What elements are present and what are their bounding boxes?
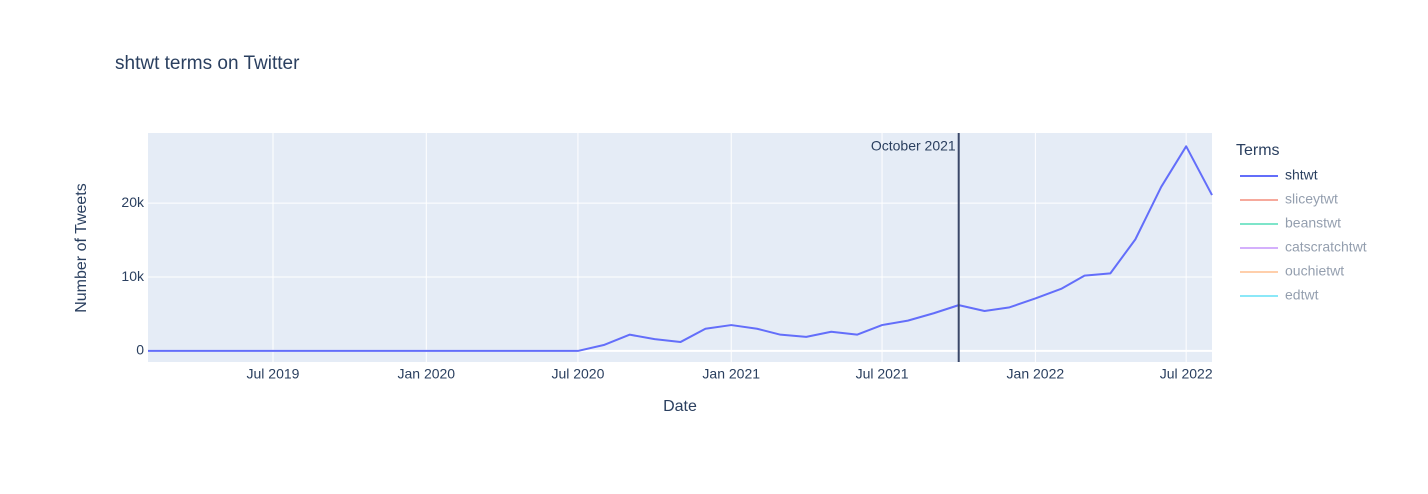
legend-item[interactable]: beanstwt [1240,215,1341,231]
legend-title: Terms [1236,142,1280,159]
plot-area [148,133,1212,362]
legend-label: catscratchtwt [1285,239,1367,255]
legend-label: sliceytwt [1285,191,1338,207]
legend-label: edtwt [1285,287,1319,303]
reference-label: October 2021 [871,138,956,154]
y-tick-label: 20k [121,194,145,210]
y-tick-label: 10k [121,268,145,284]
legend-item[interactable]: sliceytwt [1240,191,1338,207]
chart-title: shtwt terms on Twitter [115,53,300,74]
x-tick-label: Jul 2020 [551,366,604,382]
legend-item[interactable]: catscratchtwt [1240,239,1367,255]
legend-item[interactable]: shtwt [1240,167,1318,183]
x-tick-label: Jul 2019 [247,366,300,382]
legend-label: beanstwt [1285,215,1341,231]
legend-label: ouchietwt [1285,263,1344,279]
y-tick-label: 0 [136,342,144,358]
x-tick-label: Jul 2021 [856,366,909,382]
legend-label: shtwt [1285,167,1318,183]
legend-item[interactable]: edtwt [1240,287,1319,303]
y-axis-title: Number of Tweets [73,183,90,313]
data-line [148,145,1213,352]
x-tick-label: Jul 2022 [1160,366,1213,382]
x-tick-label: Jan 2021 [702,366,760,382]
x-tick-label: Jan 2020 [397,366,455,382]
x-tick-label: Jan 2022 [1007,366,1065,382]
legend-item[interactable]: ouchietwt [1240,263,1344,279]
x-axis-title: Date [663,398,697,415]
